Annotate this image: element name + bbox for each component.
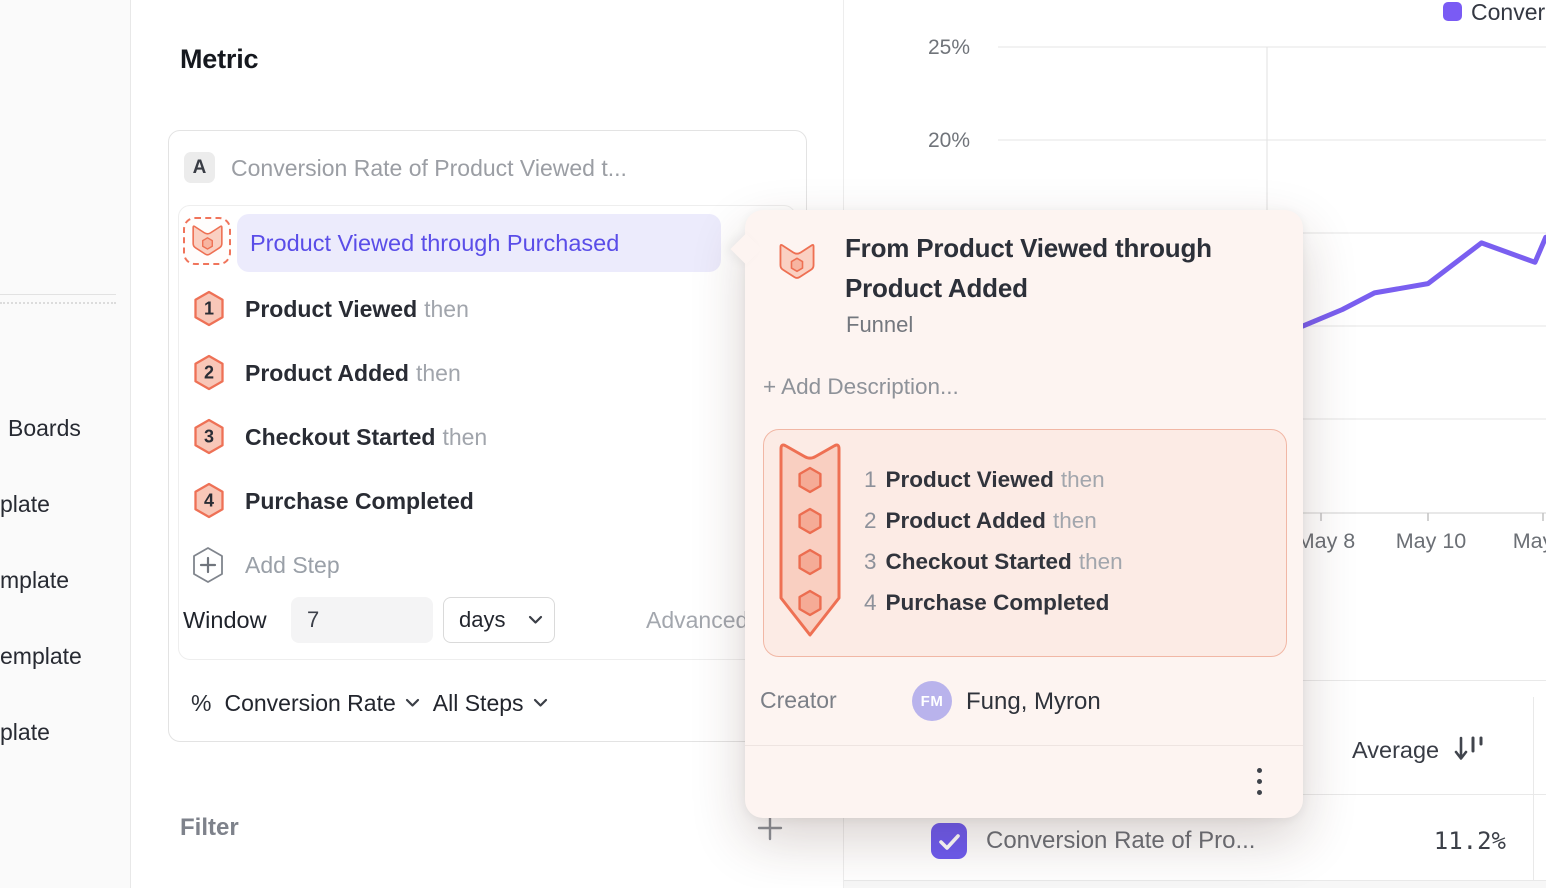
popover-step-1: 1 Product Viewed then: [864, 467, 1105, 492]
step-2-hexagon-badge: 2: [194, 354, 224, 391]
table-footer-strip: [844, 881, 1546, 888]
y-tick-25: 25%: [928, 36, 970, 59]
x-tick-may12: May 12: [1513, 529, 1546, 553]
metric-details-popover: From Product Viewed through Product Adde…: [730, 210, 1303, 818]
popover-footer-divider: [745, 745, 1303, 746]
more-options-button[interactable]: [1254, 768, 1264, 801]
step-4-event-name[interactable]: Purchase Completed: [245, 488, 474, 514]
popover-title: From Product Viewed through Product Adde…: [845, 233, 1212, 303]
add-step-hexagon-icon: [193, 547, 223, 583]
metric-section-title: Metric: [180, 44, 259, 75]
funnel-icon: [779, 243, 815, 279]
svg-text:3: 3: [204, 427, 214, 447]
step-2-conjunction: then: [415, 360, 461, 386]
percent-symbol: %: [191, 689, 212, 716]
funnel-icon: [191, 225, 223, 256]
creator-name: Fung, Myron: [966, 688, 1101, 715]
steps-scope-dropdown[interactable]: All Steps: [433, 690, 548, 717]
window-unit-value: days: [459, 607, 506, 632]
creator-label: Creator: [760, 687, 837, 713]
funnel-steps-summary-box: 1 Product Viewed then 2 Product Added then 3…: [763, 429, 1287, 657]
average-column-header[interactable]: Average: [1352, 737, 1440, 763]
y-tick-20: 20%: [928, 129, 970, 152]
table-column-divider: [1533, 697, 1534, 880]
step-3-event-name[interactable]: Checkout Started: [245, 424, 436, 450]
table-row-border: [844, 880, 1546, 881]
funnel-steps-list: 1 Product Viewed then 2 Product Added then 3…: [864, 459, 1123, 623]
add-step-button[interactable]: Add Step: [169, 546, 799, 584]
measure-dropdown[interactable]: Conversion Rate: [224, 690, 419, 717]
add-step-label: Add Step: [245, 552, 340, 578]
funnel-step-row-4: 4 Purchase Completed: [169, 482, 799, 520]
series-name-field[interactable]: Conversion Rate of Product Viewed t...: [231, 155, 627, 181]
sidebar-divider: [0, 294, 116, 295]
x-tick-may8: May 8: [1297, 529, 1356, 553]
table-row-average-value: 11.2%: [1433, 827, 1506, 855]
sidebar-item-boards[interactable]: Boards: [8, 415, 81, 441]
funnel-step-row-1: 1 Product Viewed then: [169, 290, 799, 328]
popover-step-4: 4 Purchase Completed: [864, 590, 1110, 615]
series-a-badge: A: [184, 152, 215, 183]
window-value-input[interactable]: 7: [291, 597, 433, 643]
funnel-pennant-icon: [779, 443, 841, 637]
sidebar-item-template-3[interactable]: emplate: [0, 643, 82, 669]
legend-swatch: [1443, 2, 1462, 21]
step-1-conjunction: then: [424, 296, 469, 322]
sidebar-item-template-4[interactable]: plate: [0, 719, 50, 745]
step-2-event-name[interactable]: Product Added: [245, 360, 409, 386]
x-tick-may10: May 10: [1396, 529, 1467, 553]
advanced-link[interactable]: Advanced: [646, 607, 749, 633]
funnel-step-row-3: 3 Checkout Started then: [169, 418, 799, 456]
legend-label[interactable]: Conver: [1471, 0, 1545, 25]
sidebar-item-template-2[interactable]: mplate: [0, 567, 70, 593]
chevron-down-icon: [528, 615, 543, 624]
popover-step-2: 2 Product Added then: [864, 508, 1097, 533]
funnel-step-row-2: 2 Product Added then: [169, 354, 799, 392]
filter-section-title: Filter: [180, 814, 239, 841]
conversion-window-row: Window 7 days Advanced: [169, 597, 799, 643]
selected-event-pill[interactable]: Product Viewed through Purchased: [237, 214, 721, 272]
svg-text:2: 2: [204, 363, 214, 383]
sidebar-item-template-1[interactable]: plate: [0, 491, 50, 517]
popover-step-3: 3 Checkout Started then: [864, 549, 1123, 574]
metric-definition-card: A Conversion Rate of Product Viewed t...…: [168, 130, 807, 742]
sidebar: Boards plate mplate emplate plate: [0, 0, 131, 888]
series-visibility-checkbox[interactable]: [931, 823, 967, 859]
add-filter-button[interactable]: [756, 814, 784, 842]
window-label: Window: [183, 607, 267, 633]
step-1-event-name[interactable]: Product Viewed: [245, 296, 418, 322]
chevron-down-icon: [533, 698, 547, 707]
step-1-hexagon-badge: 1: [194, 290, 224, 327]
step-4-hexagon-badge: 4: [194, 482, 224, 519]
add-description-link[interactable]: + Add Description...: [763, 374, 959, 399]
svg-text:1: 1: [204, 299, 214, 319]
metric-card-footer: % Conversion Rate All Steps: [191, 685, 548, 721]
check-icon: [939, 834, 960, 850]
creator-avatar: FM: [912, 681, 952, 721]
popover-metric-type: Funnel: [846, 312, 914, 337]
chevron-down-icon: [405, 698, 419, 707]
svg-text:4: 4: [204, 491, 214, 511]
step-3-conjunction: then: [442, 424, 488, 450]
sort-descending-icon[interactable]: [1452, 734, 1486, 764]
sidebar-divider-dotted: [0, 302, 116, 304]
conversion-line: [1300, 234, 1546, 329]
window-unit-select[interactable]: days: [443, 597, 555, 643]
table-row-series-name[interactable]: Conversion Rate of Pro...: [986, 827, 1256, 854]
funnel-metric-icon[interactable]: [183, 217, 231, 265]
step-3-hexagon-badge: 3: [194, 418, 224, 455]
